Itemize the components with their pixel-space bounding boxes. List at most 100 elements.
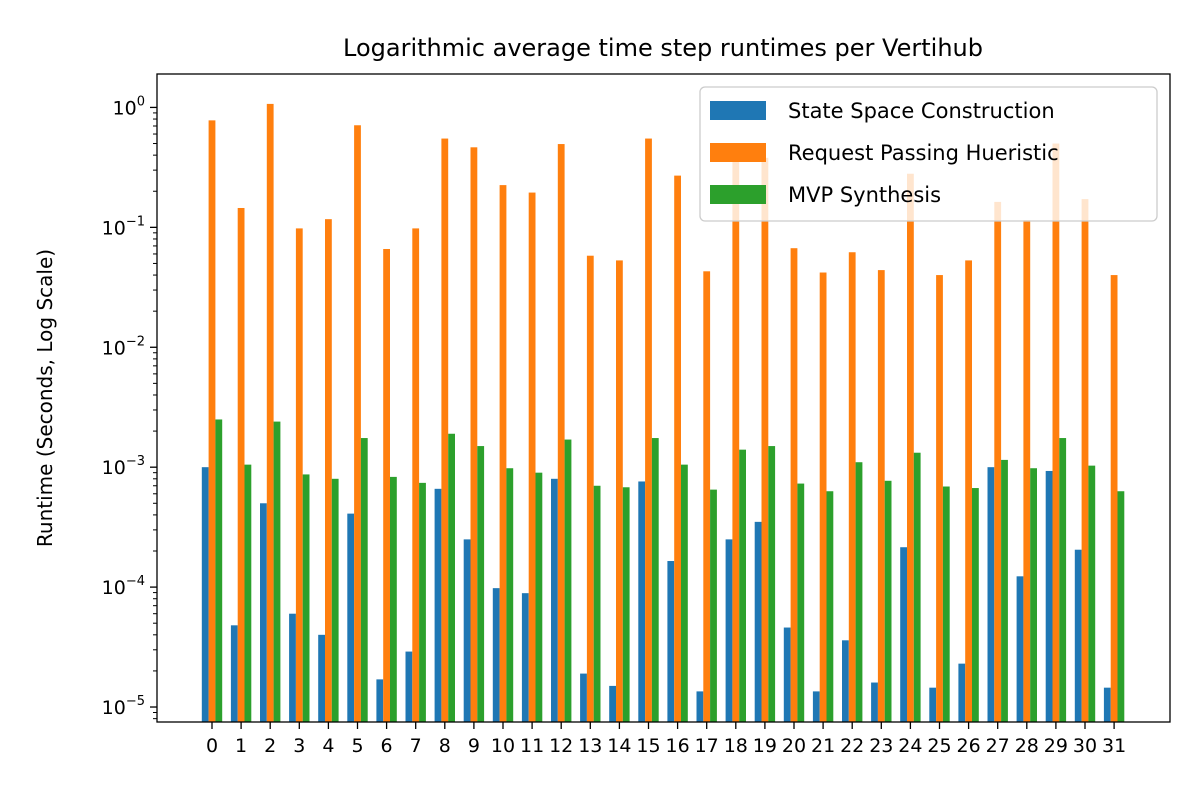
bar-mvp-synthesis-29 <box>1059 438 1067 722</box>
x-tick-label-8: 8 <box>439 735 451 757</box>
x-tick-label-23: 23 <box>869 735 893 757</box>
bar-state-space-construction-10 <box>492 588 500 722</box>
bar-state-space-construction-9 <box>463 539 471 722</box>
bar-mvp-synthesis-16 <box>681 464 688 722</box>
bar-request-passing-hueristic-10 <box>499 185 507 723</box>
bar-mvp-synthesis-17 <box>710 489 717 722</box>
x-tick-label-26: 26 <box>957 735 981 757</box>
x-tick-label-11: 11 <box>520 735 544 757</box>
bar-mvp-synthesis-10 <box>506 468 514 722</box>
bar-request-passing-hueristic-4 <box>325 219 332 723</box>
y-ticks-group: 10−5 10−4 10−3 10−2 10−1 100 <box>102 94 157 720</box>
bar-request-passing-hueristic-26 <box>965 260 972 722</box>
x-tick-label-29: 29 <box>1044 735 1068 757</box>
x-tick-label-1: 1 <box>235 735 247 757</box>
bar-state-space-construction-28 <box>1016 576 1024 722</box>
bar-mvp-synthesis-18 <box>739 449 746 722</box>
bar-state-space-construction-7 <box>405 651 413 722</box>
x-tick-label-20: 20 <box>782 735 806 757</box>
bar-request-passing-hueristic-25 <box>936 275 943 722</box>
bar-state-space-construction-21 <box>812 691 820 722</box>
x-tick-label-27: 27 <box>986 735 1010 757</box>
bar-request-passing-hueristic-20 <box>790 248 798 722</box>
bar-state-space-construction-11 <box>521 593 529 722</box>
bar-mvp-synthesis-13 <box>593 485 601 722</box>
x-tick-label-4: 4 <box>322 735 334 757</box>
x-tick-label-21: 21 <box>811 735 835 757</box>
bar-mvp-synthesis-3 <box>302 474 310 722</box>
bar-mvp-synthesis-25 <box>942 486 950 722</box>
x-tick-label-7: 7 <box>410 735 422 757</box>
bar-request-passing-hueristic-3 <box>295 228 303 722</box>
x-tick-label-13: 13 <box>578 735 602 757</box>
bar-mvp-synthesis-31 <box>1117 491 1125 722</box>
x-tick-label-6: 6 <box>381 735 393 757</box>
bar-mvp-synthesis-12 <box>564 439 572 722</box>
x-tick-label-2: 2 <box>264 735 276 757</box>
legend-box <box>699 86 1158 222</box>
x-tick-label-5: 5 <box>351 735 363 757</box>
bar-state-space-construction-1 <box>230 625 238 722</box>
bar-state-space-construction-14 <box>609 685 616 722</box>
bars-group <box>201 103 1125 723</box>
bar-request-passing-hueristic-24 <box>907 173 914 723</box>
y-tick-label-0: 10−5 <box>102 694 145 719</box>
bar-request-passing-hueristic-14 <box>616 260 623 722</box>
bar-mvp-synthesis-0 <box>215 419 223 722</box>
bar-request-passing-hueristic-9 <box>470 147 478 722</box>
bar-state-space-construction-24 <box>900 547 907 722</box>
legend: State Space Construction Request Passing … <box>699 86 1158 222</box>
bar-state-space-construction-18 <box>725 539 733 722</box>
bar-state-space-construction-6 <box>376 679 384 722</box>
bar-request-passing-hueristic-16 <box>674 175 681 722</box>
bar-request-passing-hueristic-23 <box>877 270 885 722</box>
bar-request-passing-hueristic-5 <box>354 125 361 722</box>
bar-state-space-construction-27 <box>987 467 995 722</box>
bar-state-space-construction-25 <box>929 687 937 722</box>
bar-request-passing-hueristic-11 <box>528 192 536 722</box>
bar-mvp-synthesis-11 <box>535 472 543 722</box>
legend-label-0: State Space Construction <box>788 99 1055 123</box>
bar-state-space-construction-20 <box>783 627 791 722</box>
bar-mvp-synthesis-4 <box>331 478 339 722</box>
bar-mvp-synthesis-21 <box>826 491 834 722</box>
x-tick-label-22: 22 <box>840 735 864 757</box>
chart-title: Logarithmic average time step runtimes p… <box>343 34 983 62</box>
bar-request-passing-hueristic-1 <box>237 207 245 723</box>
y-tick-label-3: 10−2 <box>102 334 145 359</box>
bar-request-passing-hueristic-8 <box>441 138 449 722</box>
bar-mvp-synthesis-20 <box>797 483 805 722</box>
x-tick-label-24: 24 <box>898 735 922 757</box>
bar-request-passing-hueristic-0 <box>208 120 216 723</box>
bar-mvp-synthesis-22 <box>855 462 863 722</box>
bar-state-space-construction-31 <box>1103 687 1111 722</box>
bar-state-space-construction-8 <box>434 488 442 722</box>
bar-mvp-synthesis-7 <box>419 482 426 722</box>
bar-state-space-construction-15 <box>638 481 646 722</box>
bar-state-space-construction-17 <box>696 691 704 722</box>
bar-mvp-synthesis-27 <box>1001 459 1008 722</box>
x-tick-label-31: 31 <box>1102 735 1126 757</box>
bar-request-passing-hueristic-29 <box>1052 143 1060 722</box>
x-tick-label-10: 10 <box>491 735 515 757</box>
bar-state-space-construction-0 <box>201 467 209 722</box>
bar-mvp-synthesis-14 <box>622 487 630 722</box>
bar-request-passing-hueristic-12 <box>557 144 565 723</box>
bar-mvp-synthesis-2 <box>273 421 281 722</box>
bar-mvp-synthesis-24 <box>913 452 921 722</box>
x-tick-label-3: 3 <box>293 735 305 757</box>
x-tick-label-18: 18 <box>724 735 748 757</box>
bar-mvp-synthesis-1 <box>244 464 252 722</box>
bar-request-passing-hueristic-7 <box>412 228 420 722</box>
x-tick-label-25: 25 <box>927 735 951 757</box>
y-axis-label: Runtime (Seconds, Log Scale) <box>33 249 57 547</box>
bar-state-space-construction-4 <box>318 634 325 722</box>
bar-request-passing-hueristic-18 <box>732 143 740 722</box>
bar-mvp-synthesis-8 <box>448 433 455 722</box>
y-tick-label-2: 10−3 <box>102 454 145 479</box>
bar-state-space-construction-12 <box>551 478 558 722</box>
bar-state-space-construction-19 <box>754 521 762 722</box>
bar-mvp-synthesis-28 <box>1030 468 1037 722</box>
bar-request-passing-hueristic-27 <box>994 201 1002 722</box>
